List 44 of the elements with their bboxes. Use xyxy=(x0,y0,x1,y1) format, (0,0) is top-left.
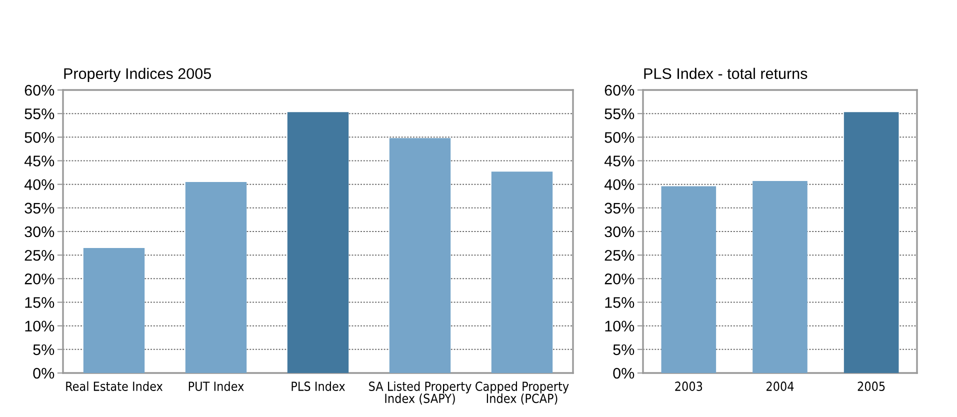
x-tick-label: Capped Property Index (PCAP) xyxy=(476,381,569,405)
y-tick-label: 25% xyxy=(24,250,54,261)
x-tick-label: 2005 xyxy=(858,382,885,392)
y-tick-label: 40% xyxy=(604,179,634,190)
y-tick-label: 55% xyxy=(604,108,634,120)
y-tick-label: 35% xyxy=(24,202,54,214)
y-tick-label: 35% xyxy=(604,202,634,214)
y-tick-label: 5% xyxy=(613,344,634,356)
x-tick-label: SA Listed Property Index (SAPY) xyxy=(369,381,472,405)
y-tick-label: 30% xyxy=(604,226,634,238)
y-tick-label: 60% xyxy=(604,84,634,96)
bar xyxy=(83,248,145,373)
y-tick-label: 5% xyxy=(33,344,54,356)
bar xyxy=(491,172,553,373)
y-tick-label: 15% xyxy=(605,297,634,308)
y-tick-label: 0% xyxy=(613,368,634,379)
y-tick-label: 25% xyxy=(604,250,634,261)
x-tick-label: Real Estate Index xyxy=(66,381,163,392)
chart-title: PLS Index - total returns xyxy=(644,68,808,80)
y-tick-label: 60% xyxy=(24,84,54,96)
bar xyxy=(752,181,808,373)
y-tick-label: 30% xyxy=(24,226,54,238)
y-tick-label: 50% xyxy=(604,132,634,143)
x-tick-label: 2003 xyxy=(675,382,702,392)
x-tick-label: PUT Index xyxy=(188,381,244,392)
x-tick-label: PLS Index xyxy=(292,381,345,392)
bar xyxy=(389,138,451,373)
y-tick-label: 55% xyxy=(24,108,54,120)
y-tick-label: 10% xyxy=(605,320,634,332)
bar xyxy=(844,112,899,373)
y-tick-label: 0% xyxy=(33,368,54,379)
y-tick-label: 10% xyxy=(25,320,54,332)
y-tick-label: 50% xyxy=(24,132,54,143)
y-tick-label: 15% xyxy=(25,297,54,308)
chart-title: Property Indices 2005 xyxy=(64,68,211,82)
bar xyxy=(185,182,247,373)
x-tick-label: 2004 xyxy=(766,382,794,392)
y-tick-label: 45% xyxy=(24,156,54,166)
bar xyxy=(287,112,349,373)
y-tick-label: 20% xyxy=(24,274,54,284)
bar xyxy=(661,186,716,373)
y-tick-label: 45% xyxy=(604,156,634,166)
y-tick-label: 40% xyxy=(24,179,54,190)
y-tick-label: 20% xyxy=(604,274,634,284)
